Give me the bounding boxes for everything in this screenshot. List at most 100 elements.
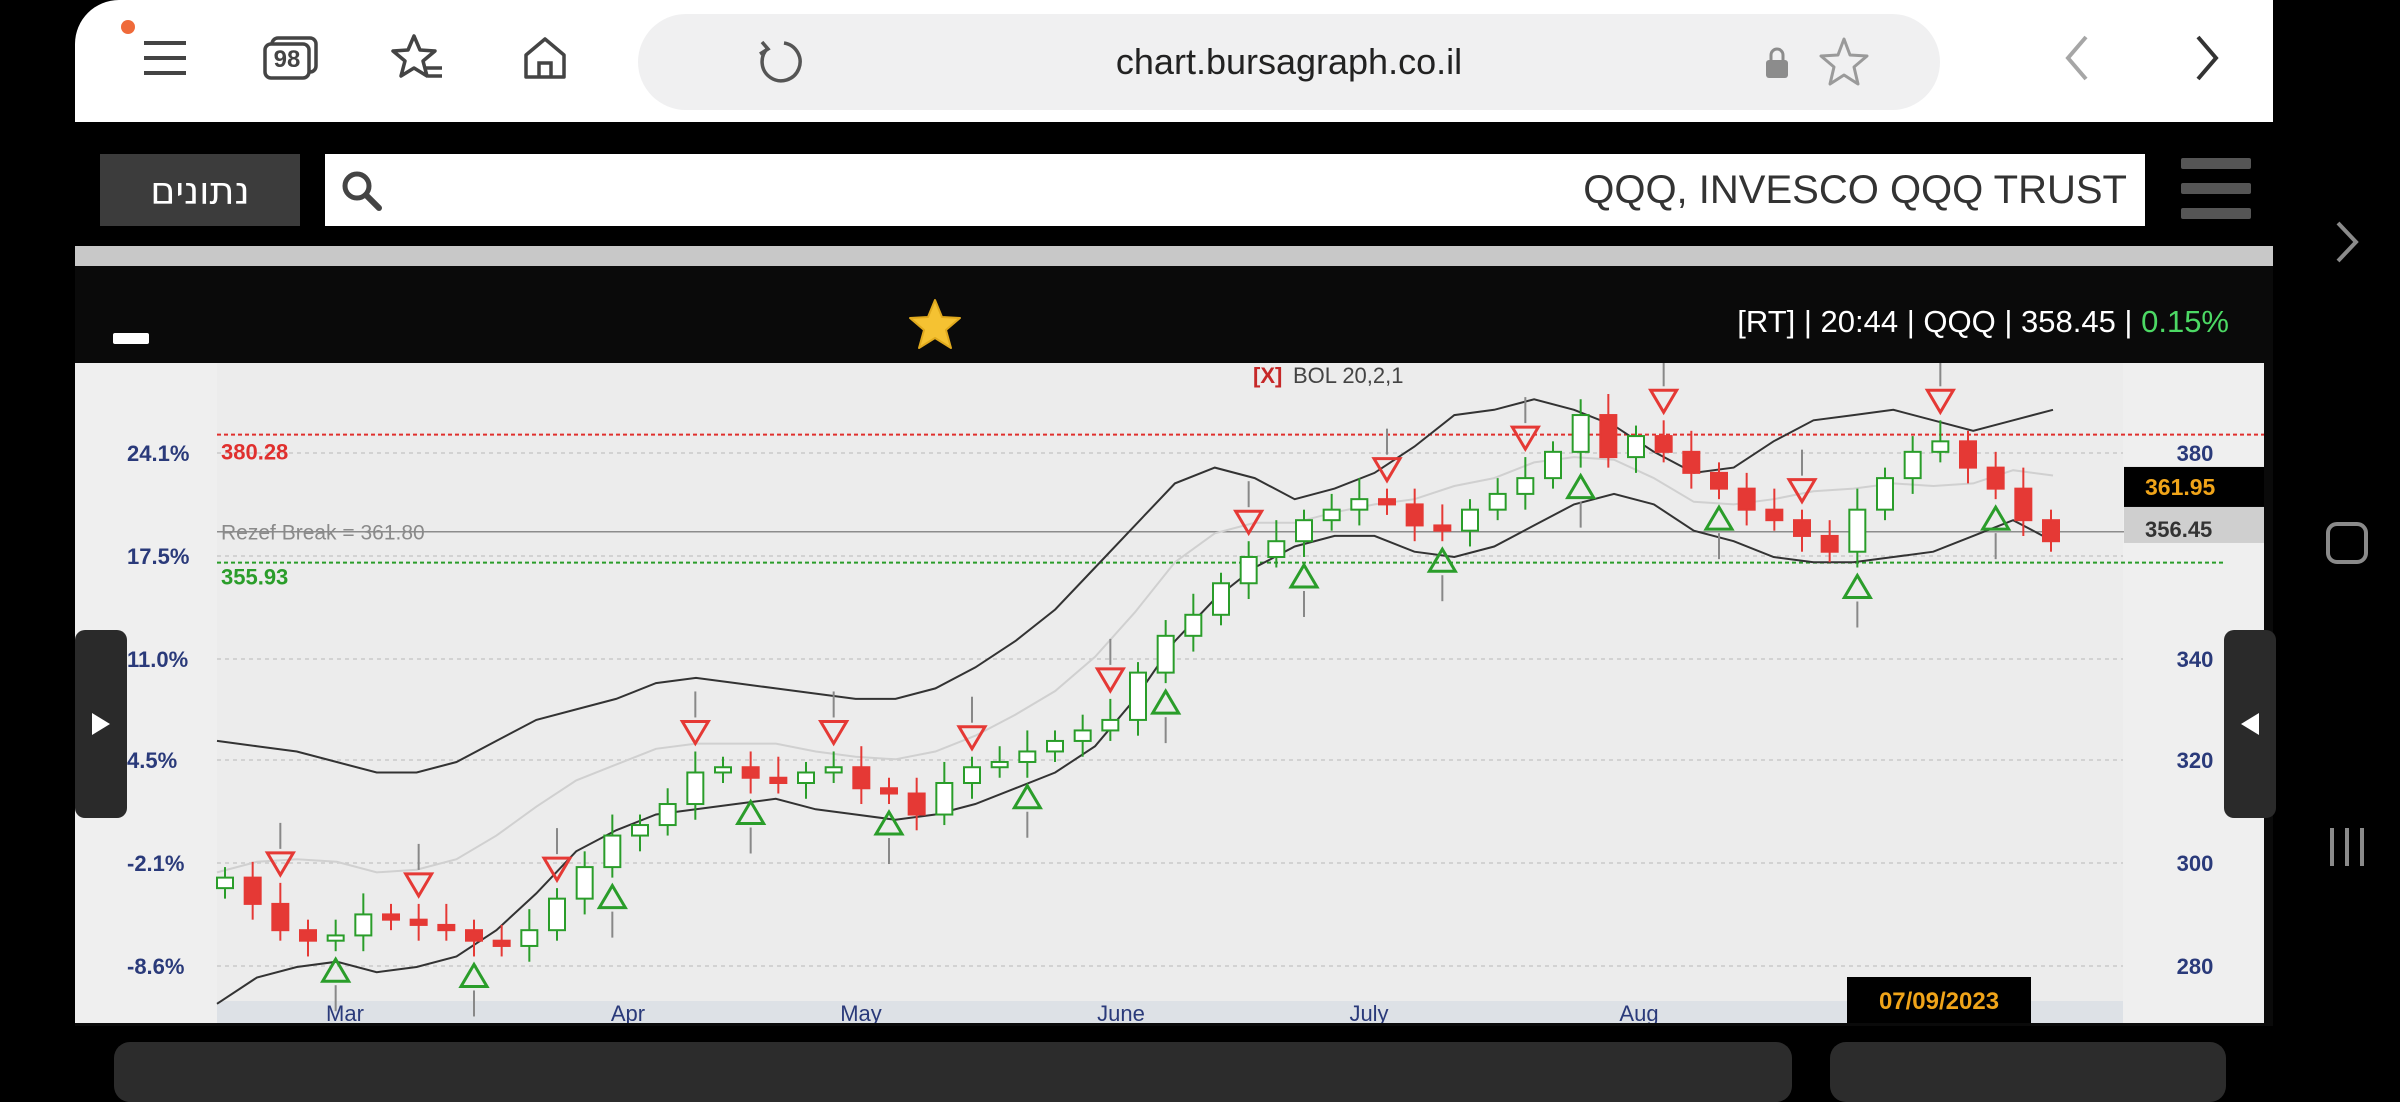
chart-next-button[interactable] <box>2224 630 2276 818</box>
right-axis-tick: 320 <box>2177 748 2214 773</box>
candle-body <box>769 776 788 785</box>
candle-body <box>520 929 539 947</box>
candle-body <box>1682 450 1701 474</box>
right-axis-tick: 340 <box>2177 647 2214 672</box>
left-axis-tick: 4.5% <box>127 748 177 773</box>
sell-signal-marker <box>1648 388 1680 416</box>
home-icon[interactable] <box>513 26 577 90</box>
candle-body <box>907 792 926 816</box>
candle-body <box>1710 471 1728 490</box>
candle-body <box>1793 519 1811 537</box>
plot-background <box>217 363 2123 1003</box>
cursor-date-box <box>1847 977 2031 1023</box>
back-icon[interactable] <box>2045 26 2109 90</box>
system-recents-icon[interactable] <box>2322 822 2372 872</box>
sell-signal-marker <box>403 872 435 899</box>
candle-body <box>271 902 290 932</box>
candle-body <box>409 918 428 926</box>
browser-window: 98 chart.bursagraph.co.il <box>75 0 2273 1080</box>
candle-body <box>1516 477 1535 495</box>
bottom-card-right[interactable] <box>1830 1042 2226 1102</box>
reload-icon[interactable] <box>748 30 812 94</box>
menu-icon[interactable] <box>133 26 197 90</box>
candle-body <box>382 913 400 921</box>
candle-body <box>714 766 732 774</box>
candle-body <box>658 803 677 827</box>
candle-body <box>1184 613 1203 637</box>
upper-band-line <box>216 398 2054 774</box>
quote-change: 0.15% <box>2141 304 2229 339</box>
candle-body <box>243 876 262 905</box>
candle-body <box>326 934 345 942</box>
chart-svg[interactable]: 24.1% 17.5% 11.0% 4.5% -2.1% -8.6% 380 340 320 30… <box>75 363 2264 1023</box>
sell-signal-marker <box>818 719 850 747</box>
buy-signal-marker <box>458 961 490 988</box>
candle-body <box>1295 519 1313 543</box>
candle-body <box>1571 414 1590 453</box>
bookmark-star-icon[interactable] <box>1816 34 1872 90</box>
left-axis-tick: -2.1% <box>127 851 184 876</box>
support-label: 355.93 <box>221 565 288 590</box>
buy-signal-marker <box>1150 688 1182 715</box>
cursor-date-label: 07/09/2023 <box>1879 988 1999 1015</box>
left-axis-tick: 11.0% <box>127 647 188 672</box>
price-chart[interactable]: 24.1% 17.5% 11.0% 4.5% -2.1% -8.6% 380 340 320 30… <box>75 363 2264 1023</box>
sell-signal-marker <box>264 851 296 878</box>
sell-signal-marker <box>679 719 711 747</box>
url-text[interactable]: chart.bursagraph.co.il <box>1115 41 1463 82</box>
last-price-label: 361.95 <box>2145 474 2216 500</box>
candle-body <box>1544 450 1562 480</box>
tab-count: 98 <box>273 46 301 73</box>
candle-body <box>1073 729 1092 742</box>
data-button[interactable]: נתונים <box>100 154 300 226</box>
x-axis-month: July <box>1349 1001 1388 1023</box>
buy-signal-marker <box>1565 472 1597 500</box>
buy-signal-marker <box>1980 504 2012 531</box>
play-left-icon <box>2241 713 2259 735</box>
lock-icon <box>1762 46 1794 82</box>
sell-signal-marker <box>1509 425 1541 453</box>
sell-signal-marker <box>1924 388 1956 416</box>
tabs-button[interactable]: 98 <box>259 26 323 90</box>
search-icon[interactable] <box>339 168 383 212</box>
chart-prev-button[interactable] <box>75 630 127 818</box>
candle-body <box>216 876 234 890</box>
buy-signal-marker <box>596 882 628 910</box>
favorite-star-icon[interactable] <box>905 296 965 356</box>
candle-body <box>492 939 511 947</box>
candle-body <box>1654 435 1673 453</box>
bookmarks-icon[interactable] <box>385 26 449 90</box>
address-bar[interactable]: chart.bursagraph.co.il <box>638 14 1940 110</box>
collapse-minus-icon[interactable] <box>113 333 149 344</box>
browser-toolbar: 98 chart.bursagraph.co.il <box>75 0 2273 122</box>
bottom-card-left[interactable] <box>114 1042 1792 1102</box>
candle-body <box>1986 466 2005 490</box>
site-header: נתונים QQQ, INVESCO QQQ TRUST <box>75 122 2273 254</box>
forward-icon[interactable] <box>2175 26 2239 90</box>
system-home-icon[interactable] <box>2322 518 2372 568</box>
symbol-search-input[interactable]: QQQ, INVESCO QQQ TRUST <box>325 154 2145 226</box>
left-axis-tick: 24.1% <box>127 441 189 466</box>
realtime-quote: [RT] | 20:44 | QQQ | 358.45 | 0.15% <box>1737 304 2229 340</box>
candle-body <box>1931 440 1950 453</box>
indicator-label: BOL 20,2,1 <box>1293 363 1403 388</box>
left-axis-tick: -8.6% <box>127 954 184 979</box>
sell-signal-marker <box>541 856 573 884</box>
play-right-icon <box>92 713 110 735</box>
candle-body <box>2014 487 2033 522</box>
sell-signal-marker <box>1786 478 1818 505</box>
candle-body <box>1018 750 1037 763</box>
candle-body <box>824 766 843 774</box>
candle-body <box>2042 519 2060 543</box>
candle-body <box>990 760 1009 769</box>
site-menu-icon[interactable] <box>2181 158 2251 220</box>
system-back-chevron-icon[interactable] <box>2322 212 2372 272</box>
candle-body <box>1876 477 1894 511</box>
sell-signal-marker <box>1233 509 1265 537</box>
sell-signal-marker <box>1371 457 1403 484</box>
buy-signal-marker <box>1841 572 1873 599</box>
candle-body <box>575 866 594 900</box>
search-value: QQQ, INVESCO QQQ TRUST <box>1583 168 2127 212</box>
quote-text: [RT] | 20:44 | QQQ | 358.45 | <box>1737 304 2142 339</box>
chart-panel: [RT] | 20:44 | QQQ | 358.45 | 0.15% 24.1… <box>75 266 2273 1026</box>
